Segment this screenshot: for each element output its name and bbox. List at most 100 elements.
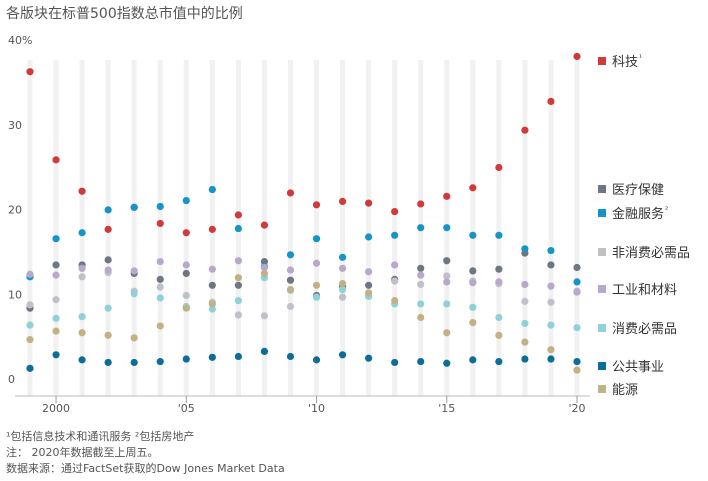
- data-point: [495, 313, 503, 322]
- legend-superscript: ²: [665, 205, 668, 214]
- data-point: [417, 357, 425, 366]
- data-point: [130, 267, 138, 275]
- series-6: [26, 347, 581, 372]
- data-point: [130, 358, 138, 367]
- data-point: [130, 290, 138, 298]
- data-point: [391, 231, 399, 239]
- legend-swatch: [598, 285, 606, 293]
- series-5: [26, 274, 581, 332]
- year-column-2017: [496, 60, 502, 396]
- data-point: [391, 207, 399, 216]
- data-point: [208, 265, 216, 273]
- data-point: [573, 324, 581, 332]
- x-tick-label: '15: [438, 402, 455, 415]
- data-point: [130, 334, 138, 342]
- year-column-2013: [392, 60, 398, 396]
- data-point: [469, 356, 477, 364]
- year-column-2004: [157, 60, 163, 396]
- legend-superscript: ¹: [639, 53, 642, 62]
- chart-title: 各版块在标普500指数总市值中的比例: [6, 6, 243, 22]
- data-point: [417, 264, 425, 272]
- legend-swatch: [598, 185, 606, 193]
- data-point: [495, 278, 503, 286]
- data-point: [495, 163, 503, 172]
- data-point: [547, 355, 555, 363]
- data-point: [182, 261, 190, 269]
- data-point: [547, 346, 555, 354]
- data-point: [443, 257, 451, 265]
- data-point: [78, 187, 86, 195]
- data-point: [338, 351, 347, 359]
- legend-label: 科技: [612, 55, 638, 70]
- legend-label: 医疗保健: [612, 183, 664, 198]
- legend-label: 公共事业: [612, 360, 664, 375]
- data-point: [26, 270, 34, 278]
- data-point: [52, 261, 60, 269]
- data-point: [208, 305, 216, 313]
- data-point: [521, 355, 529, 363]
- data-point: [573, 52, 581, 61]
- axis-ticks: 40% 30 20 10 0 2000 '05 '10 '15 '20: [8, 34, 586, 415]
- data-point: [208, 353, 216, 361]
- data-point: [338, 293, 347, 301]
- y-tick-label: 30: [8, 119, 22, 132]
- data-point: [547, 97, 555, 105]
- year-column-2011: [340, 60, 346, 396]
- data-point: [208, 185, 216, 194]
- data-point: [130, 203, 138, 211]
- legend-label: 能源: [612, 383, 638, 398]
- data-point: [260, 257, 269, 266]
- data-point: [26, 321, 34, 329]
- data-point: [417, 300, 425, 308]
- data-point: [443, 359, 451, 367]
- year-column-2020: [574, 60, 580, 396]
- data-point: [52, 296, 60, 304]
- data-point: [182, 291, 190, 300]
- data-point: [26, 335, 34, 344]
- data-point: [521, 338, 529, 346]
- data-point: [443, 272, 451, 280]
- data-point: [104, 304, 112, 312]
- series-4: [26, 257, 581, 296]
- y-tick-label: 40%: [8, 34, 32, 47]
- data-point: [443, 300, 451, 308]
- year-column-2012: [366, 60, 372, 396]
- year-column-1999: [27, 60, 33, 396]
- data-point: [26, 301, 34, 309]
- data-point: [443, 192, 451, 200]
- data-point: [495, 357, 503, 366]
- data-point: [104, 266, 112, 274]
- data-point: [234, 311, 242, 319]
- data-point: [208, 281, 216, 289]
- data-point: [312, 235, 321, 243]
- data-point: [573, 278, 581, 286]
- series-7: [26, 269, 581, 374]
- data-point: [156, 202, 164, 211]
- data-point: [521, 297, 529, 306]
- data-point: [156, 322, 164, 330]
- x-tick-label: '05: [178, 402, 195, 415]
- data-point: [104, 206, 112, 214]
- data-point: [52, 235, 60, 243]
- data-point: [391, 261, 399, 269]
- data-point: [573, 263, 581, 272]
- data-point: [104, 358, 112, 367]
- data-point: [469, 318, 477, 327]
- data-point: [443, 329, 451, 337]
- year-column-2018: [522, 60, 528, 396]
- year-column-2010: [314, 60, 320, 396]
- data-point: [182, 269, 190, 278]
- year-column-2000: [53, 60, 59, 396]
- data-point: [338, 280, 347, 288]
- y-tick-label: 20: [8, 204, 22, 217]
- data-point: [573, 288, 581, 296]
- data-point: [156, 357, 164, 366]
- data-point: [78, 229, 86, 237]
- legend-label: 工业和材料: [612, 283, 677, 298]
- data-point: [156, 275, 164, 283]
- data-point: [286, 352, 295, 361]
- legend-swatch: [598, 362, 606, 370]
- y-tick-label: 0: [8, 373, 15, 386]
- data-point: [521, 319, 529, 328]
